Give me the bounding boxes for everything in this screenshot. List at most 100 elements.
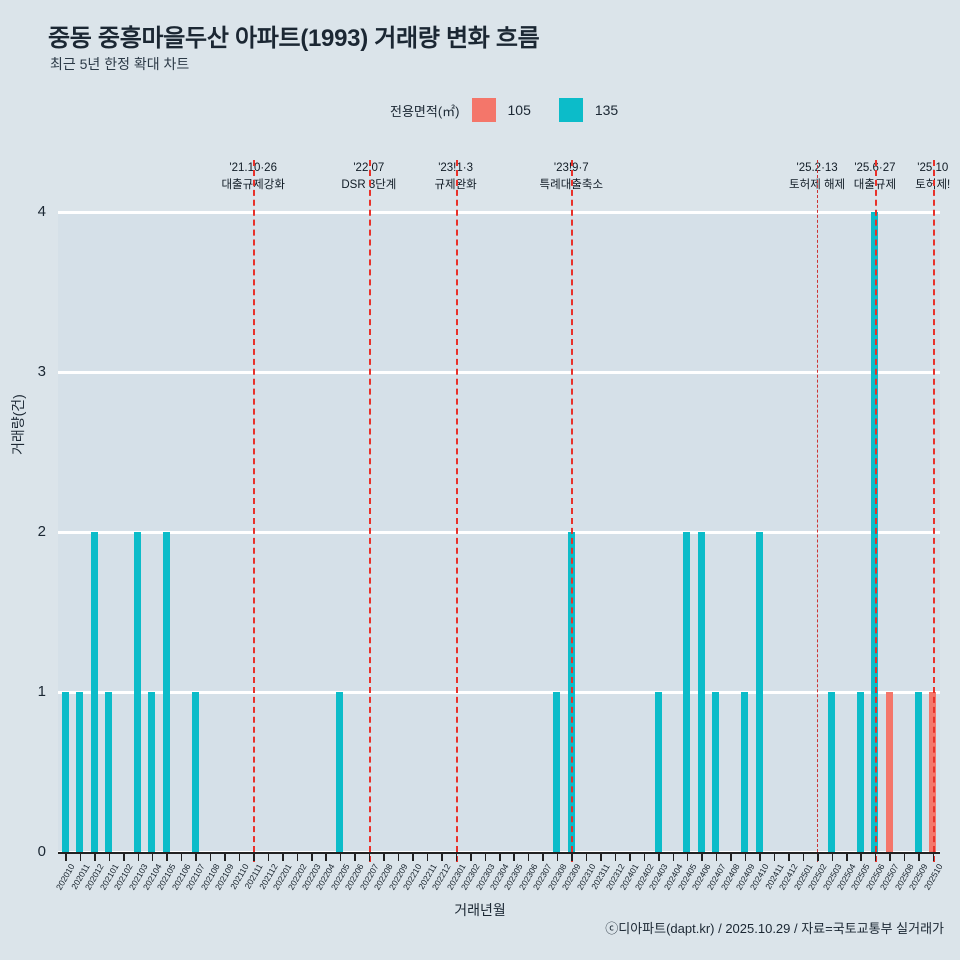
- legend-item-105[interactable]: 105: [471, 98, 559, 122]
- event-vline: [368, 160, 371, 862]
- x-tick-mark: [455, 852, 458, 861]
- bar[interactable]: [755, 532, 763, 852]
- gridline: [58, 210, 940, 214]
- bar[interactable]: [61, 692, 69, 852]
- x-tick-mark: [730, 852, 732, 861]
- x-tick-mark: [311, 852, 313, 861]
- bar[interactable]: [712, 692, 720, 852]
- bar[interactable]: [76, 692, 84, 852]
- bar[interactable]: [105, 692, 113, 852]
- annotation-date: '25.10: [917, 162, 949, 174]
- y-tick-label: 0: [37, 843, 46, 860]
- legend-swatch-105: [471, 98, 496, 122]
- x-tick-mark: [123, 852, 125, 861]
- event-vline: [455, 160, 458, 862]
- bar[interactable]: [148, 692, 156, 852]
- event-vline: [817, 160, 819, 862]
- x-tick-mark: [484, 852, 487, 861]
- x-tick-mark: [441, 852, 443, 861]
- x-tick-mark: [513, 852, 515, 861]
- y-tick-label: 4: [37, 203, 46, 220]
- x-tick-mark: [802, 852, 805, 861]
- x-tick-mark: [889, 852, 891, 861]
- bar[interactable]: [654, 692, 662, 852]
- x-tick-mark: [860, 852, 862, 861]
- bar[interactable]: [191, 692, 199, 852]
- gridline: [58, 370, 940, 374]
- x-tick-mark: [383, 852, 385, 861]
- bar[interactable]: [914, 692, 922, 852]
- x-tick-mark: [94, 852, 96, 861]
- event-vline: [874, 160, 877, 862]
- bar[interactable]: [856, 692, 864, 852]
- x-tick-mark: [209, 852, 212, 861]
- bar[interactable]: [553, 692, 561, 852]
- x-tick-mark: [296, 852, 299, 861]
- x-tick-mark: [354, 852, 356, 861]
- bar[interactable]: [885, 692, 893, 852]
- legend-label-135: 135: [594, 102, 619, 118]
- x-tick-mark: [470, 852, 472, 861]
- x-tick-mark: [903, 852, 906, 861]
- x-tick-mark: [744, 852, 747, 861]
- x-tick-mark: [282, 852, 284, 861]
- x-tick-mark: [643, 852, 646, 861]
- x-tick-mark: [672, 852, 674, 861]
- bar[interactable]: [741, 692, 749, 852]
- bar[interactable]: [134, 532, 142, 852]
- bar[interactable]: [90, 532, 98, 852]
- x-tick-mark: [412, 852, 414, 861]
- legend-item-135[interactable]: 135: [558, 98, 646, 122]
- footer-credit: ⓒ디아파트(dapt.kr) / 2025.10.29 / 자료=국토교통부 실…: [605, 921, 944, 936]
- x-tick-mark: [325, 852, 327, 861]
- x-tick-mark: [267, 852, 270, 861]
- gridline: [58, 690, 940, 694]
- x-tick-mark: [151, 852, 154, 861]
- event-vline: [932, 160, 935, 862]
- x-tick-mark: [195, 852, 197, 861]
- x-tick-mark: [629, 852, 631, 861]
- x-tick-mark: [788, 852, 790, 861]
- x-tick-mark: [426, 852, 429, 861]
- x-tick-mark: [571, 852, 573, 861]
- legend-label-105: 105: [507, 102, 531, 118]
- x-tick-mark: [874, 852, 877, 861]
- page-title: 중동 중흥마을두산 아파트(1993) 거래량 변화 흐름: [48, 25, 540, 52]
- x-tick-mark: [932, 852, 935, 861]
- y-tick-label: 3: [37, 363, 46, 380]
- legend-swatch-135: [558, 98, 583, 122]
- bar[interactable]: [683, 532, 691, 852]
- gridline: [58, 530, 940, 534]
- event-vline: [571, 160, 574, 862]
- x-tick-mark: [79, 852, 82, 861]
- x-tick-mark: [556, 852, 559, 861]
- annotation-date: '23!9·7: [553, 162, 589, 174]
- x-tick-mark: [715, 852, 718, 861]
- x-tick-mark: [368, 852, 371, 861]
- x-tick-mark: [137, 852, 140, 861]
- y-axis-label: 거래량(건): [10, 394, 26, 455]
- bar[interactable]: [162, 532, 170, 852]
- x-tick-mark: [499, 852, 501, 861]
- x-tick-mark: [701, 852, 703, 861]
- x-tick-mark: [658, 852, 660, 861]
- x-tick-mark: [831, 852, 834, 861]
- x-axis-label: 거래년월: [454, 902, 506, 918]
- x-axis-line: [58, 852, 940, 861]
- x-tick-mark: [817, 852, 819, 861]
- x-tick-mark: [600, 852, 602, 861]
- y-tick-label: 2: [37, 523, 46, 540]
- x-tick-mark: [846, 852, 848, 861]
- legend: 전용면적(㎡) 105 135: [390, 98, 646, 122]
- bar[interactable]: [697, 532, 705, 852]
- annotation-date: '23!1·3: [438, 162, 474, 174]
- legend-title: 전용면적(㎡): [390, 103, 460, 119]
- bar[interactable]: [828, 692, 836, 852]
- x-tick-mark: [759, 852, 761, 861]
- x-tick-mark: [773, 852, 776, 861]
- plot-area: [58, 160, 940, 862]
- x-tick-mark: [180, 852, 183, 861]
- bar[interactable]: [336, 692, 344, 852]
- x-tick-mark: [397, 852, 400, 861]
